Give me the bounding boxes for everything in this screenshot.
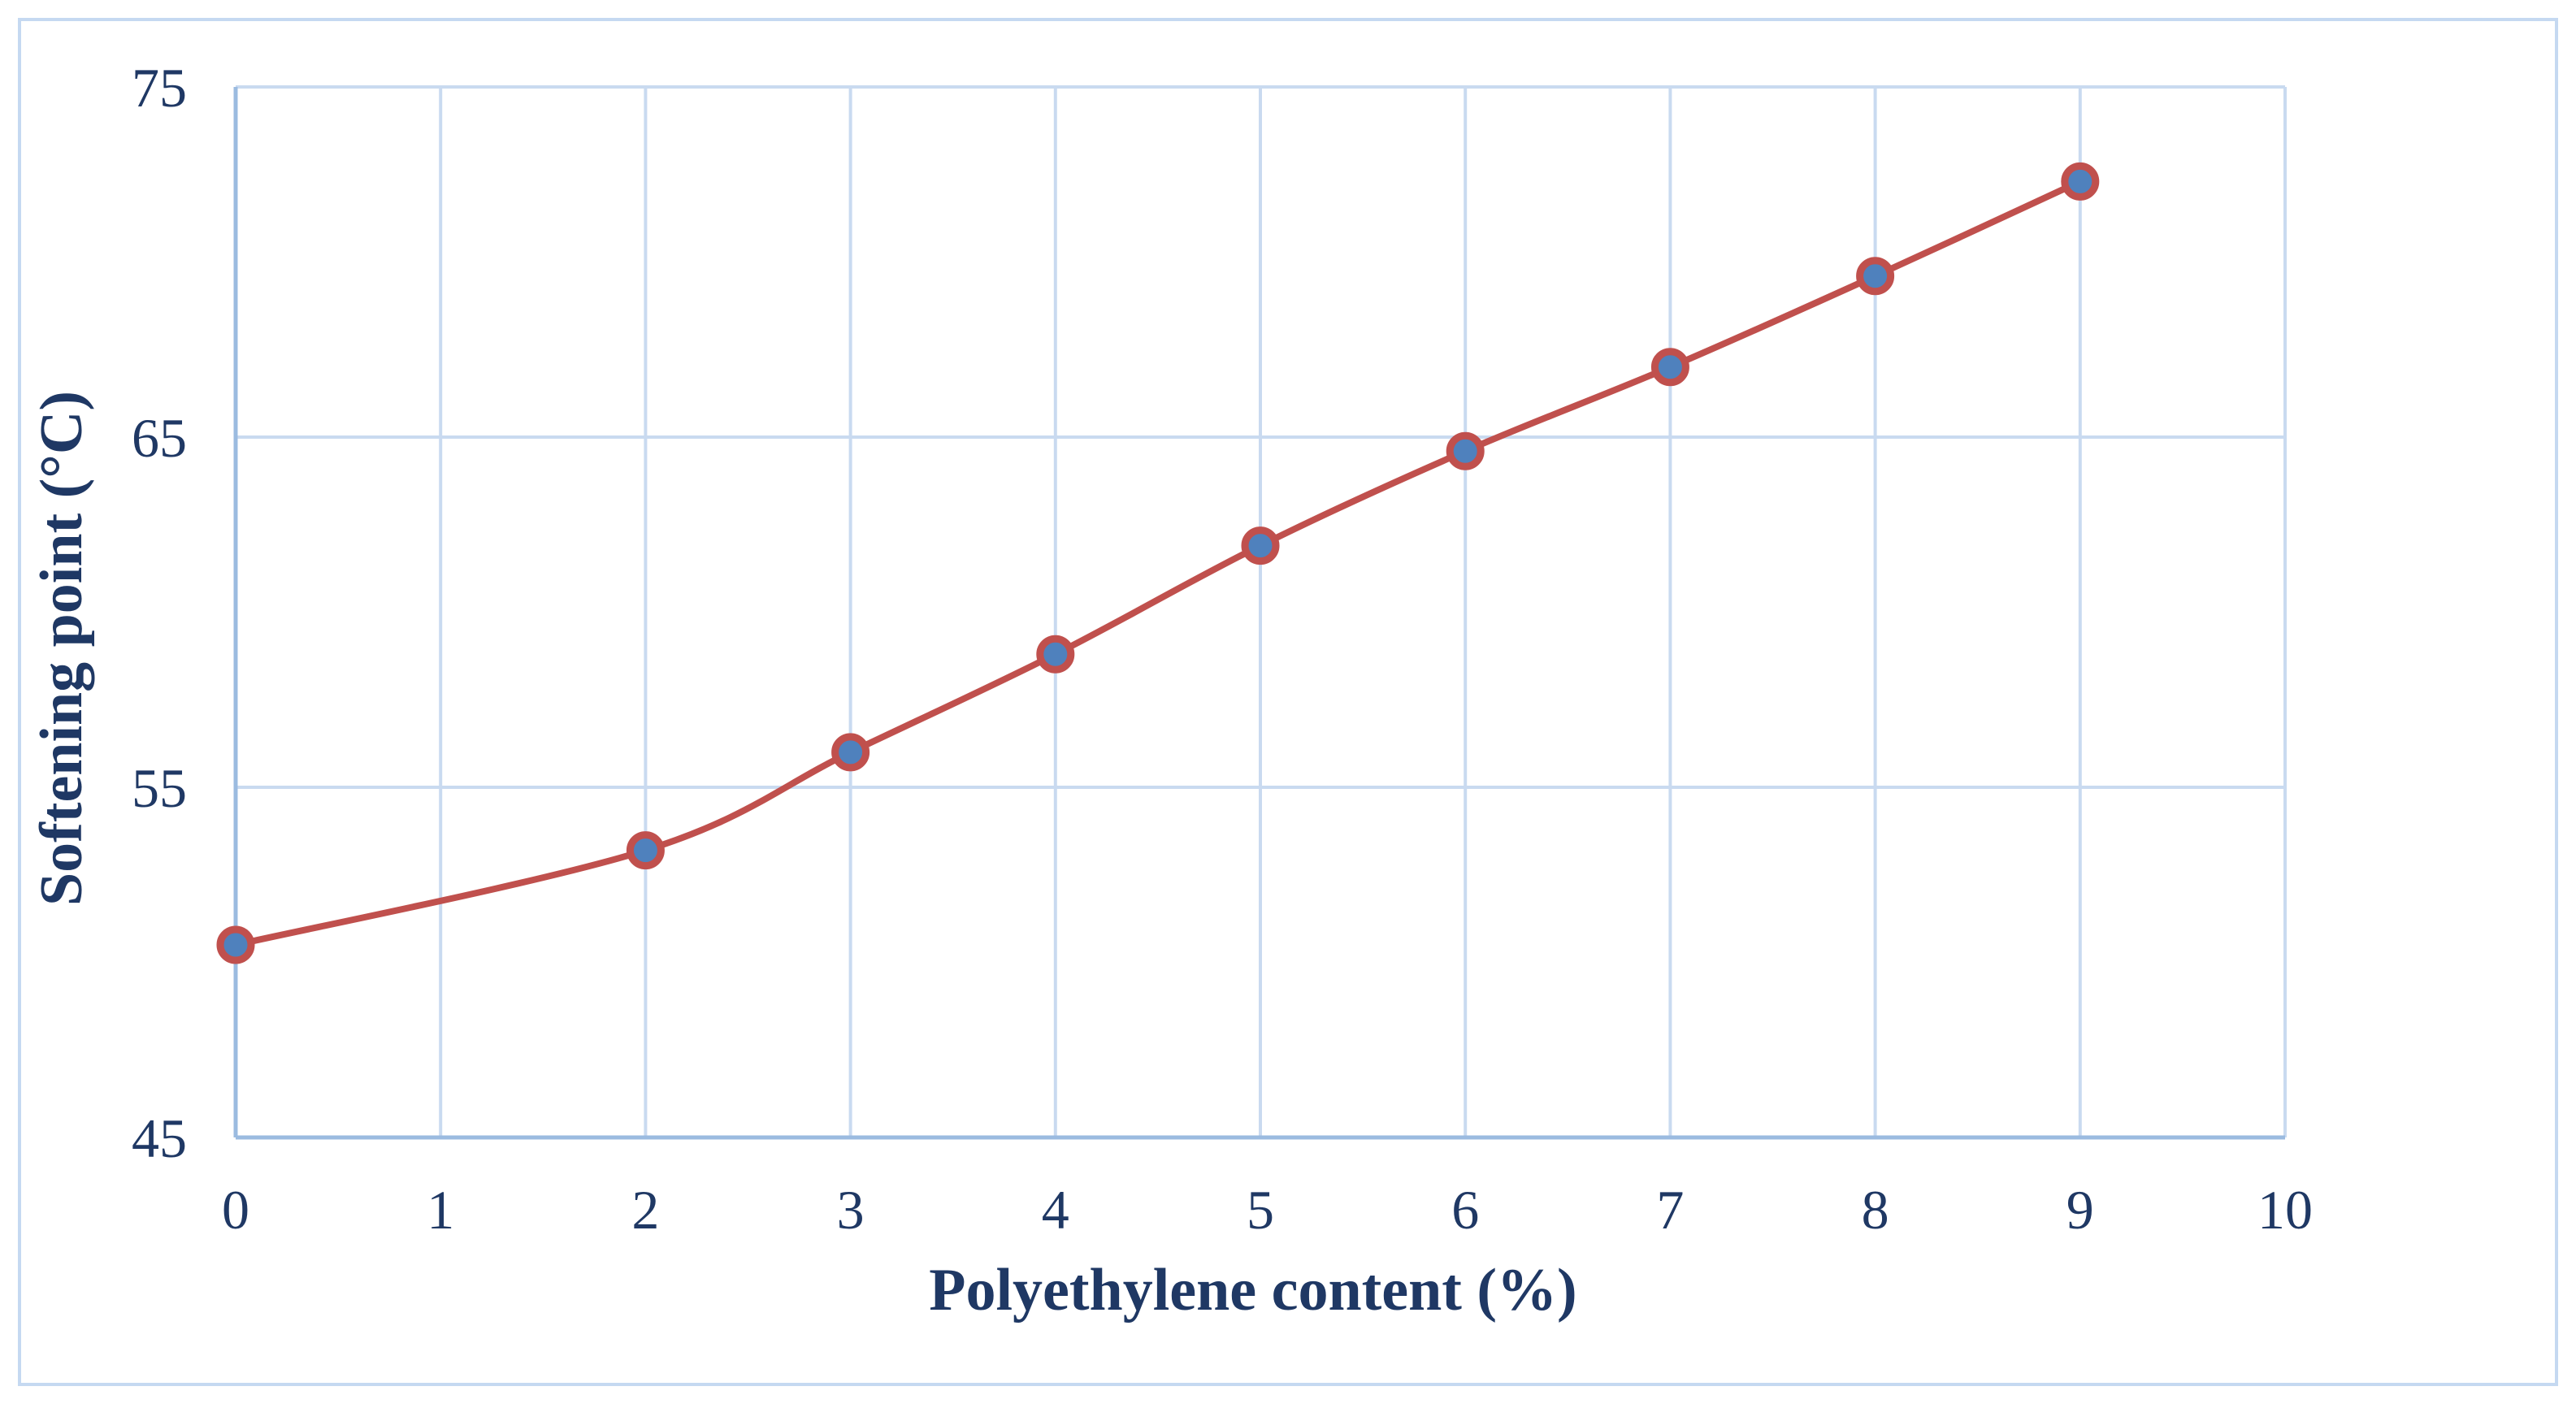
data-point	[1036, 635, 1075, 674]
data-point	[1650, 348, 1689, 387]
y-tick-label: 75	[132, 57, 187, 119]
x-tick-label: 10	[2257, 1179, 2313, 1241]
x-tick-label: 8	[1862, 1179, 1889, 1241]
x-tick-label: 7	[1656, 1179, 1684, 1241]
x-tick-label: 2	[631, 1179, 659, 1241]
chart-border	[18, 18, 2558, 1386]
y-tick-label: 55	[132, 757, 187, 819]
x-tick-label: 9	[2066, 1179, 2094, 1241]
y-axis-title: Softening point (°C)	[28, 391, 95, 906]
data-point	[1241, 526, 1280, 565]
data-point	[831, 733, 870, 772]
series	[216, 162, 2100, 964]
y-tick-label: 65	[132, 407, 187, 469]
y-tick-label: 45	[132, 1107, 187, 1169]
data-point	[216, 925, 255, 964]
x-tick-label: 1	[427, 1179, 454, 1241]
x-axis-title: Polyethylene content (%)	[929, 1257, 1576, 1324]
x-tick-label: 5	[1247, 1179, 1274, 1241]
data-point	[2061, 162, 2100, 201]
x-tick-label: 0	[222, 1179, 249, 1241]
x-tick-label: 4	[1042, 1179, 1069, 1241]
x-tick-label: 6	[1451, 1179, 1479, 1241]
x-tick-label: 3	[837, 1179, 865, 1241]
data-point	[1856, 257, 1895, 296]
data-point	[1446, 431, 1485, 470]
data-point	[626, 831, 665, 870]
